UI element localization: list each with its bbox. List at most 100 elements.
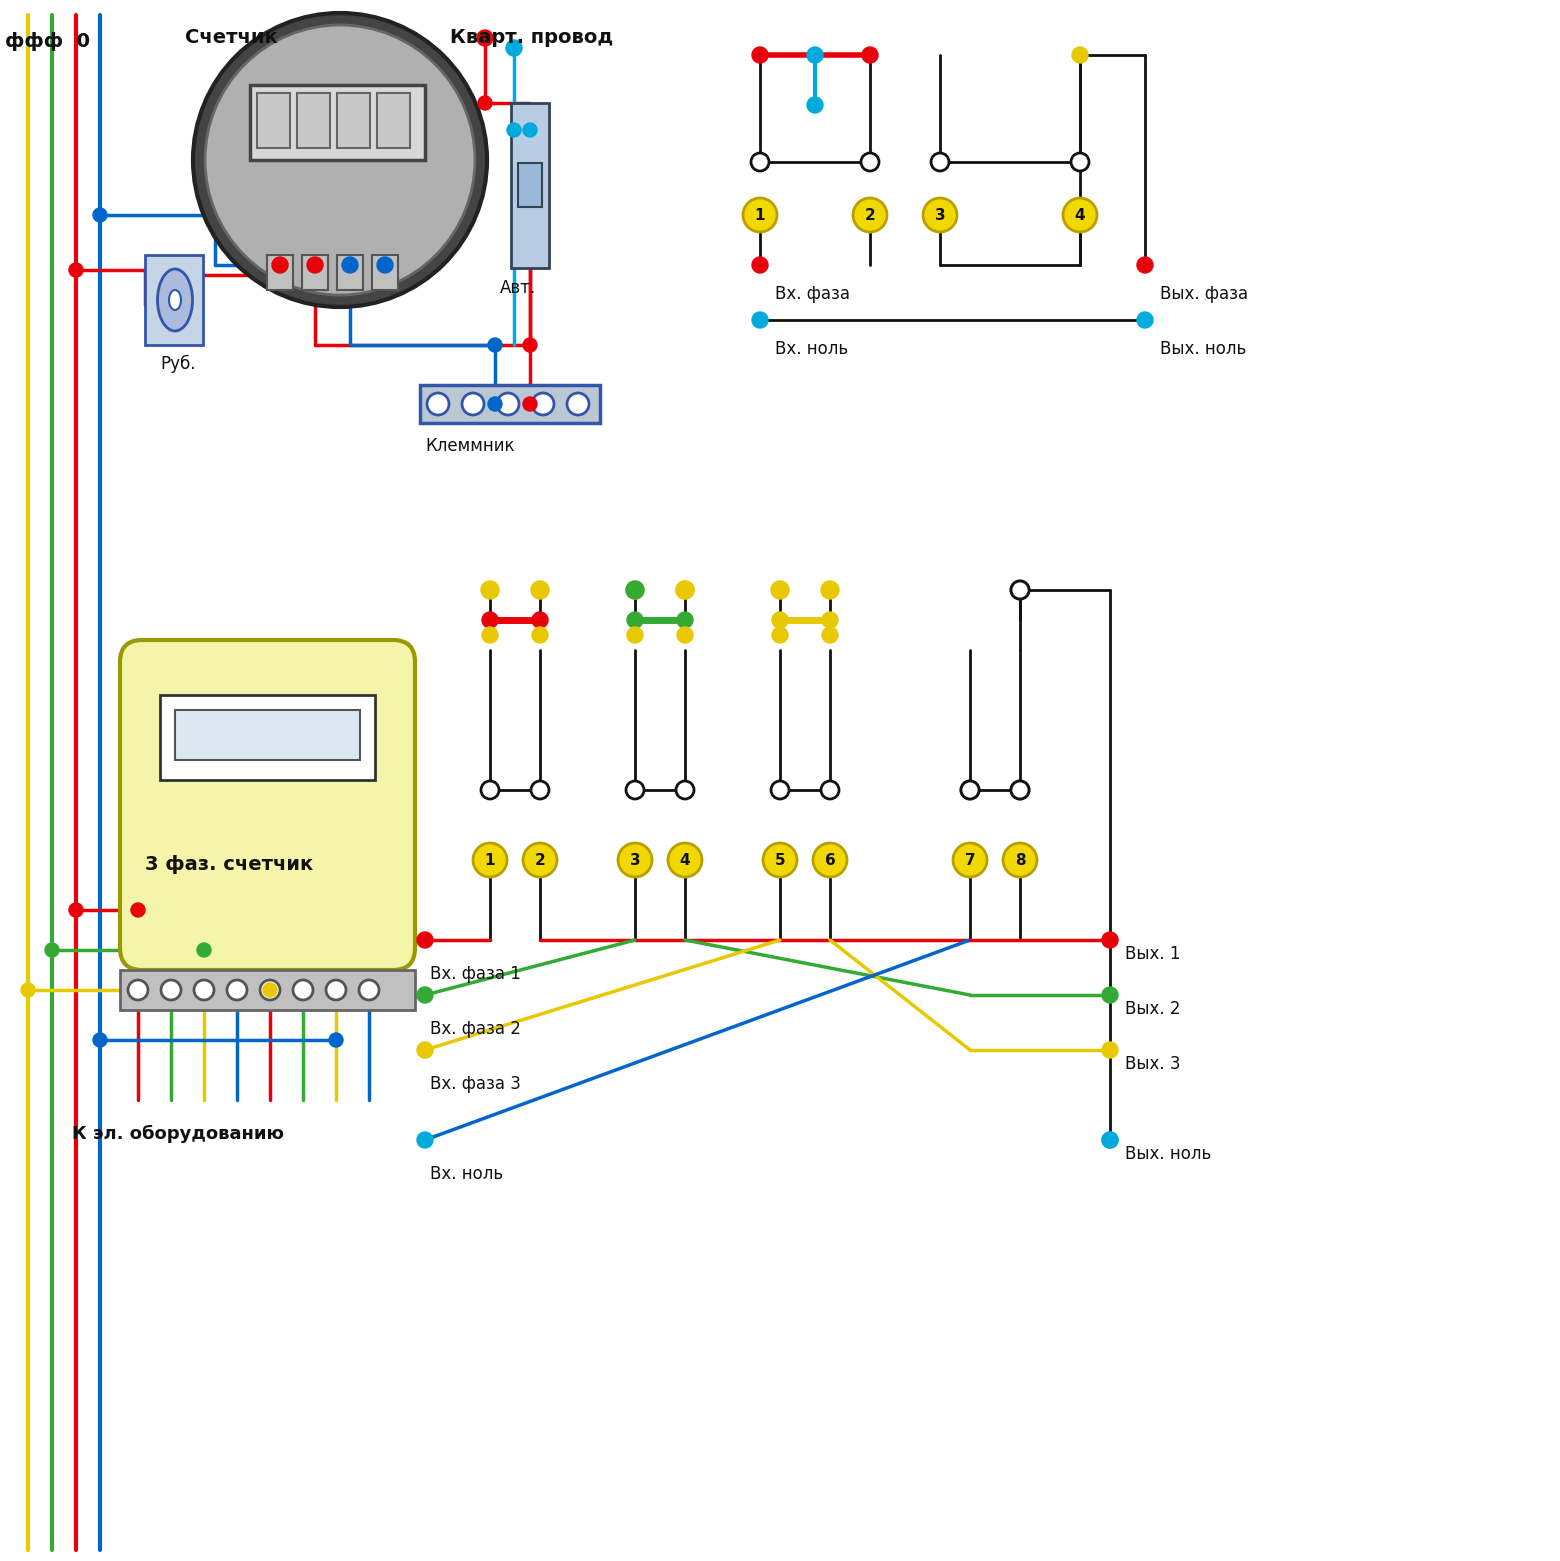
Circle shape — [293, 980, 314, 1001]
Circle shape — [69, 262, 83, 276]
Text: Вых. 2: Вых. 2 — [1125, 1001, 1181, 1018]
Circle shape — [772, 628, 788, 643]
Bar — [378, 94, 410, 148]
Circle shape — [626, 581, 644, 599]
Circle shape — [507, 123, 521, 137]
Text: 2: 2 — [535, 852, 546, 868]
Circle shape — [523, 843, 557, 877]
Circle shape — [1137, 258, 1153, 273]
Circle shape — [480, 581, 499, 599]
Circle shape — [94, 208, 108, 222]
Circle shape — [45, 943, 59, 957]
Circle shape — [750, 153, 769, 172]
Circle shape — [1072, 153, 1089, 172]
Text: Вых. 1: Вых. 1 — [1125, 944, 1181, 963]
Circle shape — [264, 983, 278, 997]
Text: Вх. фаза: Вх. фаза — [775, 286, 850, 303]
Ellipse shape — [168, 290, 181, 311]
Text: 3: 3 — [934, 208, 945, 223]
Text: Вых. ноль: Вых. ноль — [1125, 1146, 1211, 1163]
Circle shape — [953, 843, 987, 877]
Circle shape — [626, 780, 644, 799]
Circle shape — [807, 47, 824, 62]
Bar — [420, 386, 601, 423]
Circle shape — [677, 612, 693, 628]
Text: Вых. ноль: Вых. ноль — [1161, 340, 1246, 357]
Text: 2: 2 — [864, 208, 875, 223]
Bar — [250, 84, 424, 159]
Text: 7: 7 — [964, 852, 975, 868]
Text: Вх. ноль: Вх. ноль — [431, 1165, 504, 1183]
Circle shape — [618, 843, 652, 877]
Circle shape — [1003, 843, 1037, 877]
Circle shape — [307, 258, 323, 273]
Circle shape — [482, 612, 498, 628]
Bar — [145, 254, 203, 345]
Circle shape — [193, 12, 487, 308]
Circle shape — [477, 30, 493, 45]
Text: ффф  0: ффф 0 — [5, 31, 90, 52]
Bar — [337, 94, 370, 148]
Text: 1: 1 — [755, 208, 766, 223]
Bar — [120, 969, 415, 1010]
Circle shape — [197, 943, 211, 957]
Text: Руб.: Руб. — [161, 354, 195, 373]
Circle shape — [771, 581, 789, 599]
Bar — [161, 695, 374, 780]
Text: 5: 5 — [775, 852, 785, 868]
Circle shape — [931, 153, 948, 172]
Circle shape — [772, 612, 788, 628]
Circle shape — [675, 780, 694, 799]
Circle shape — [813, 843, 847, 877]
Circle shape — [94, 1033, 108, 1047]
Circle shape — [488, 396, 502, 411]
Text: 3: 3 — [630, 852, 640, 868]
Circle shape — [261, 980, 279, 1001]
Circle shape — [807, 97, 824, 112]
Circle shape — [473, 843, 507, 877]
Bar — [518, 162, 541, 208]
Text: 4: 4 — [1075, 208, 1086, 223]
Circle shape — [523, 339, 537, 351]
Circle shape — [924, 198, 956, 233]
Circle shape — [271, 258, 289, 273]
Text: Вх. фаза 1: Вх. фаза 1 — [431, 965, 521, 983]
Text: Вых. 3: Вых. 3 — [1125, 1055, 1181, 1072]
Bar — [267, 254, 293, 290]
Circle shape — [523, 123, 537, 137]
Circle shape — [417, 987, 434, 1004]
Circle shape — [530, 581, 549, 599]
Circle shape — [1011, 780, 1030, 799]
Circle shape — [417, 932, 434, 948]
Text: Вх. фаза 3: Вх. фаза 3 — [431, 1076, 521, 1093]
Circle shape — [498, 393, 519, 415]
Text: Счетчик: Счетчик — [186, 28, 278, 47]
Text: Авт.: Авт. — [501, 279, 537, 297]
Circle shape — [193, 980, 214, 1001]
Circle shape — [342, 258, 357, 273]
Circle shape — [532, 612, 548, 628]
Text: Вх. фаза 2: Вх. фаза 2 — [431, 1019, 521, 1038]
Bar — [175, 710, 360, 760]
Circle shape — [1011, 581, 1030, 599]
Circle shape — [477, 95, 491, 109]
Circle shape — [566, 393, 590, 415]
Circle shape — [627, 612, 643, 628]
Text: К эл. оборудованию: К эл. оборудованию — [72, 1125, 284, 1143]
Circle shape — [771, 780, 789, 799]
Circle shape — [20, 983, 34, 997]
Circle shape — [128, 980, 148, 1001]
Circle shape — [532, 628, 548, 643]
Text: 6: 6 — [825, 852, 835, 868]
Circle shape — [675, 581, 694, 599]
Circle shape — [417, 1043, 434, 1058]
Circle shape — [861, 153, 878, 172]
Circle shape — [961, 780, 980, 799]
Circle shape — [1072, 47, 1087, 62]
Circle shape — [752, 258, 768, 273]
Circle shape — [675, 581, 694, 599]
Circle shape — [378, 258, 393, 273]
Circle shape — [228, 980, 246, 1001]
Circle shape — [626, 581, 644, 599]
Text: Кварт. провод: Кварт. провод — [449, 28, 613, 47]
